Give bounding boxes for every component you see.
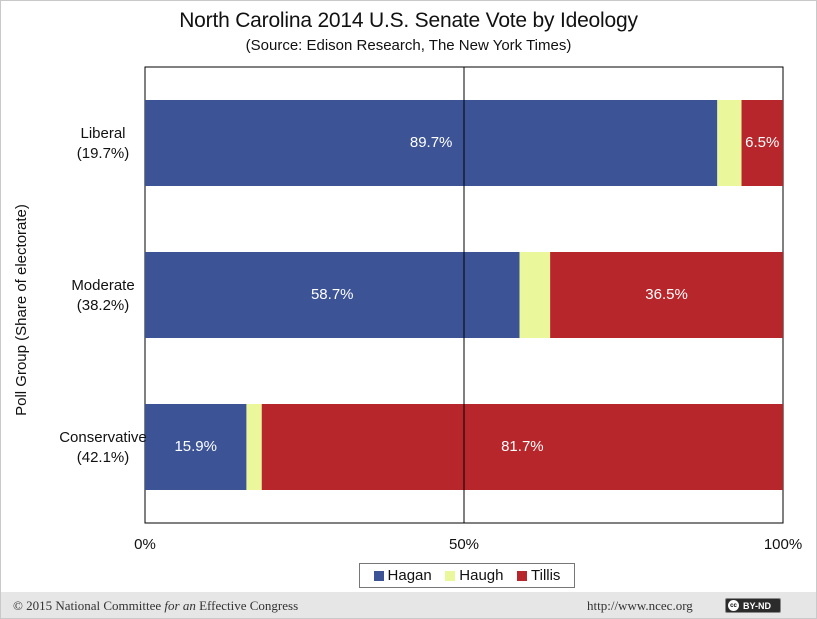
category-share-liberal: (19.7%) [77,145,130,162]
x-tick-label-0: 0% [134,536,156,553]
category-label-liberal: Liberal [80,125,125,142]
bar-tillis-liberal [741,100,783,186]
footer-url: http://www.ncec.org [587,598,693,613]
footer-bar: © 2015 National Committee for an Effecti… [1,592,816,618]
legend-swatch-tillis [517,570,527,581]
bars-layer [145,100,783,490]
bar-hagan-conservative [145,404,247,490]
cc-icon: cc [728,600,739,611]
legend-item-hagan: Hagan [373,567,432,584]
bar-haugh-conservative [246,404,262,490]
copyright-italic: for an [164,598,196,613]
category-share-conservative: (42.1%) [77,449,130,466]
license-badge: cc BY-ND [725,598,781,613]
x-tick-label-50: 50% [449,536,479,553]
bar-hagan-liberal [145,100,718,186]
copyright-suffix: Effective Congress [195,598,299,613]
bar-tillis-conservative [261,404,783,490]
labels-layer: 89.7% 6.5% 58.7% 36.5% 15.9% 81.7% [174,134,779,455]
copyright-prefix: © 2015 National Committee [13,598,165,613]
bar-hagan-moderate [145,252,520,338]
legend-item-tillis: Tillis [517,567,560,584]
copyright-text: © 2015 National Committee for an Effecti… [13,598,298,614]
category-label-moderate: Moderate [71,277,134,294]
bar-label-tillis-conservative: 81.7% [501,438,544,455]
bar-label-hagan-moderate: 58.7% [311,286,354,303]
chart-subtitle: (Source: Edison Research, The New York T… [245,37,572,54]
y-axis-title: Poll Group (Share of electorate) [13,204,30,416]
legend-label-tillis: Tillis [531,567,561,584]
license-text: BY-ND [743,600,772,611]
bar-label-tillis-liberal: 6.5% [745,134,779,151]
bar-label-hagan-liberal: 89.7% [410,134,453,151]
legend-swatch-hagan [373,570,384,581]
legend-item-haugh: Haugh [445,567,503,584]
bar-label-tillis-moderate: 36.5% [645,286,688,303]
bar-tillis-moderate [550,252,783,338]
legend-label-hagan: Hagan [387,567,432,584]
bar-label-hagan-conservative: 15.9% [174,438,217,455]
category-share-moderate: (38.2%) [77,297,130,314]
bar-haugh-liberal [717,100,742,186]
legend-label-haugh: Haugh [459,567,504,584]
x-tick-label-100: 100% [764,536,802,553]
legend-swatch-haugh [445,570,456,581]
bar-haugh-moderate [519,252,551,338]
legend: Hagan Haugh Tillis [359,563,575,588]
category-label-conservative: Conservative [59,429,147,446]
chart-title: North Carolina 2014 U.S. Senate Vote by … [179,9,638,32]
